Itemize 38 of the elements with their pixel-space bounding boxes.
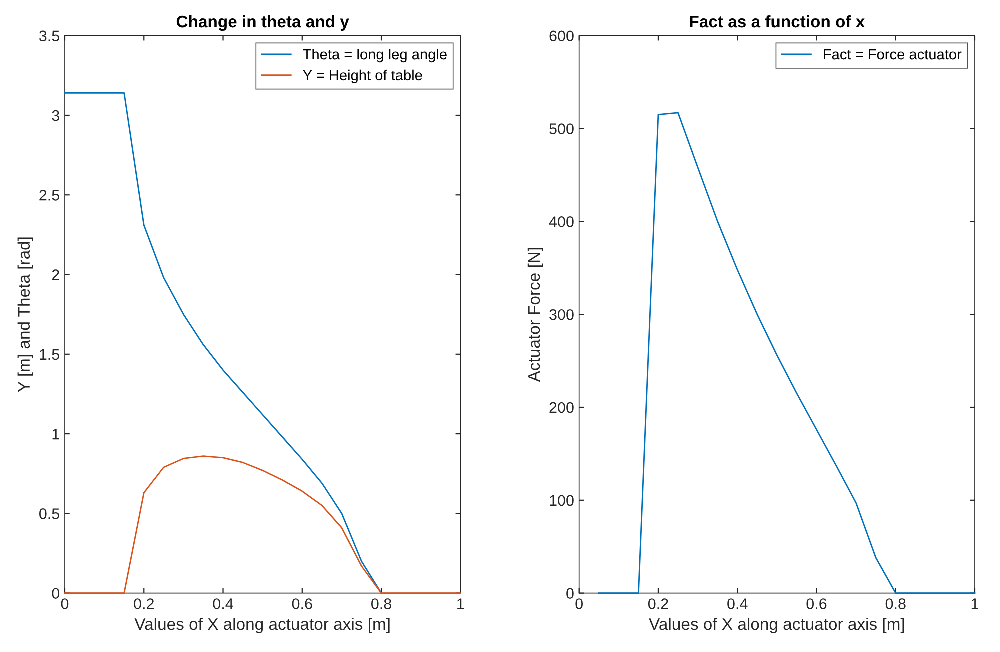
- y-tick-label: 1: [52, 429, 60, 440]
- legend-label: Fact = Force actuator: [824, 50, 962, 60]
- y-tick-label: 500: [550, 124, 574, 134]
- line-series: [64, 92, 382, 594]
- y-tick-label: 1.5: [40, 349, 60, 360]
- x-tick-label: 0: [576, 598, 583, 610]
- x-axis-title: Values of X along actuator axis [m]: [134, 618, 390, 634]
- y-tick-label: 2.5: [40, 190, 60, 201]
- x-tick-label: 1: [458, 598, 464, 610]
- x-tick-label: 0.6: [292, 598, 312, 610]
- x-tick-label: 0.8: [372, 598, 392, 610]
- y-tick-label: 200: [550, 402, 574, 414]
- y-tick-label: 3: [52, 110, 60, 122]
- y-tick-label: 0: [566, 588, 574, 600]
- y-tick-label: 600: [550, 30, 574, 42]
- x-tick-label: 0.4: [728, 598, 748, 610]
- y-tick-label: 100: [550, 495, 574, 506]
- y-tick-label: 400: [549, 216, 574, 228]
- y-tick-label: 0: [52, 588, 60, 600]
- chart-title: Change in theta and y: [176, 15, 350, 32]
- x-axis-title: Values of X along actuator axis [m]: [649, 618, 904, 634]
- x-tick-label: 0.4: [213, 598, 234, 610]
- x-tick-label: 0.6: [806, 598, 827, 610]
- x-tick-label: 0.2: [648, 598, 668, 610]
- y-axis-title: Actuator Force [N]: [528, 248, 544, 382]
- legend-label: Y = Height of table: [303, 70, 422, 84]
- legend-label: Theta = long leg angle: [303, 48, 447, 63]
- x-tick-label: 1: [972, 598, 979, 610]
- x-tick-label: 0: [61, 598, 69, 610]
- y-tick-label: 0.5: [40, 508, 60, 520]
- y-tick-label: 3.5: [39, 30, 60, 42]
- x-tick-label: 0.2: [134, 598, 154, 610]
- y-tick-label: 300: [550, 309, 574, 320]
- x-tick-label: 0.8: [886, 598, 906, 610]
- line-series: [598, 112, 976, 594]
- y-tick-label: 2: [52, 270, 60, 280]
- chart-title: Fact as a function of x: [690, 15, 866, 28]
- y-axis-title: Y [m] and Theta [rad]: [18, 238, 34, 392]
